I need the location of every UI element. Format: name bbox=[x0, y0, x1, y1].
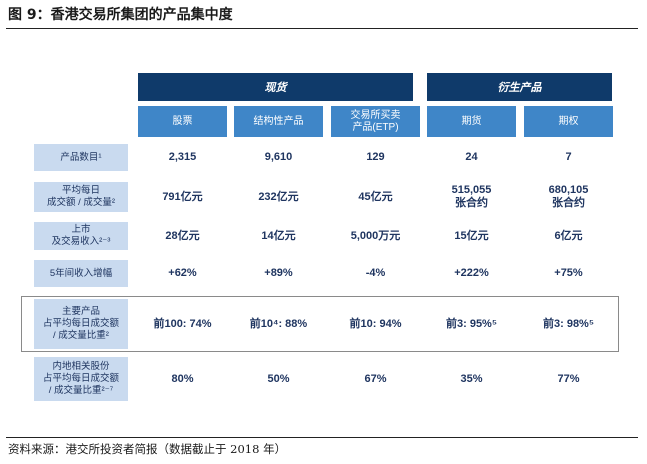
source-note: 资料来源：港交所投资者简报（数据截止于 2018 年） bbox=[8, 442, 287, 456]
highlight-box bbox=[21, 296, 619, 352]
table-cell: 14亿元 bbox=[261, 229, 296, 242]
row-label: 产品数目¹ bbox=[34, 144, 128, 171]
table-cell: 24 bbox=[465, 151, 478, 163]
table-cell: 45亿元 bbox=[358, 190, 393, 203]
table-cell: 232亿元 bbox=[258, 190, 299, 203]
row-label: 内地相关股份 占平均每日成交额 / 成交量比重²⁻⁷ bbox=[34, 357, 128, 401]
group-header-derivatives: 衍生产品 bbox=[427, 73, 612, 101]
figure-title: 图 9：香港交易所集团的产品集中度 bbox=[8, 7, 233, 23]
column-header: 交易所买卖 产品(ETP) bbox=[331, 106, 420, 137]
table-cell: +222% bbox=[454, 267, 489, 279]
table-cell: 129 bbox=[366, 151, 385, 163]
table-cell: 5,000万元 bbox=[350, 229, 401, 242]
table-cell: 50% bbox=[267, 372, 290, 385]
table-cell: 7 bbox=[565, 151, 572, 163]
table-cell: 9,610 bbox=[264, 151, 293, 163]
table-cell: +62% bbox=[168, 267, 197, 279]
group-header-spot: 现货 bbox=[138, 73, 413, 101]
table-cell: 6亿元 bbox=[554, 229, 583, 242]
row-label: 平均每日 成交额 / 成交量² bbox=[34, 182, 128, 212]
column-header: 结构性产品 bbox=[234, 106, 323, 137]
row-label: 上市 及交易收入²⁻³ bbox=[34, 222, 128, 250]
table-cell: -4% bbox=[365, 267, 386, 279]
table-cell: 前100: 74% bbox=[153, 317, 212, 330]
row-label: 主要产品 占平均每日成交额 / 成交量比重² bbox=[34, 299, 128, 349]
table-cell: 28亿元 bbox=[165, 229, 200, 242]
bottom-rule bbox=[6, 437, 638, 438]
table-cell: +75% bbox=[554, 267, 583, 279]
table-cell: 15亿元 bbox=[454, 229, 489, 242]
table-cell: 前10⁴: 88% bbox=[249, 317, 308, 330]
table-cell: 2,315 bbox=[168, 151, 197, 163]
table-cell: 前3: 98%⁵ bbox=[542, 317, 595, 330]
column-header: 期权 bbox=[524, 106, 613, 137]
table-cell: 680,105 张合约 bbox=[548, 184, 589, 209]
table-cell: 前10: 94% bbox=[349, 317, 402, 330]
table-cell: 515,055 张合约 bbox=[451, 184, 492, 209]
table-cell: 67% bbox=[364, 372, 387, 385]
table-cell: +89% bbox=[264, 267, 293, 279]
column-header: 股票 bbox=[138, 106, 227, 137]
table-cell: 35% bbox=[460, 372, 483, 385]
row-label: 5年间收入增幅 bbox=[34, 260, 128, 287]
top-rule bbox=[6, 28, 638, 29]
table-cell: 791亿元 bbox=[162, 190, 203, 203]
column-header: 期货 bbox=[427, 106, 516, 137]
table-cell: 77% bbox=[557, 372, 580, 385]
table-cell: 80% bbox=[171, 372, 194, 385]
table-cell: 前3: 95%⁵ bbox=[445, 317, 498, 330]
